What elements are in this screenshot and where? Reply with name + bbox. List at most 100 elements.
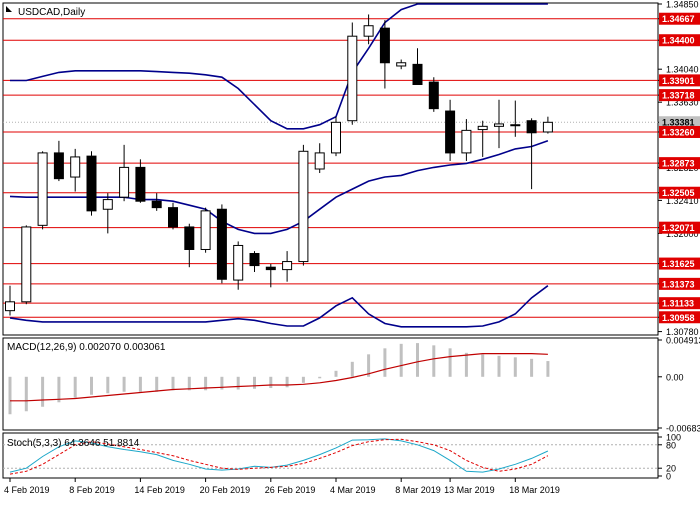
stoch-signal-line — [9, 438, 549, 475]
time-tick-label: 20 Feb 2019 — [200, 485, 251, 495]
macd-histogram-bar — [497, 355, 501, 377]
candle-body-bear — [249, 253, 260, 267]
stoch-tick-label: 100 — [666, 433, 681, 443]
price-tags: 1.34667 1.34400 1.33901 1.33718 1.333811.332… — [659, 12, 700, 324]
candle-body-bull — [70, 156, 81, 178]
level-price-tag — [659, 277, 700, 290]
candle-body-bear — [135, 166, 146, 202]
macd-histogram-bar — [90, 376, 93, 395]
macd-histogram-bar — [530, 358, 534, 377]
candle-body-bear — [168, 207, 178, 228]
candle-body-bull — [363, 25, 374, 37]
price-panel-frame — [2, 2, 659, 336]
time-tick-label: 8 Feb 2019 — [69, 485, 115, 495]
level-price-tag — [659, 125, 700, 138]
time-tick-label: 18 Mar 2019 — [509, 485, 560, 495]
macd-histogram-bar — [464, 352, 468, 377]
macd-histogram-bar — [24, 376, 28, 412]
candle-body-bull — [314, 152, 325, 170]
candle-body-bull — [396, 62, 407, 67]
price-tick-label: 1.34850 — [666, 0, 699, 10]
macd-histogram-bar — [416, 343, 419, 377]
candle-body-bear — [216, 208, 227, 280]
price-tag-label: 1.33901 — [662, 76, 695, 86]
price-tag-label: 1.31133 — [662, 299, 694, 309]
level-price-tag — [659, 157, 700, 170]
macd-histogram-bar — [383, 348, 387, 377]
price-tick-label: 1.32410 — [666, 196, 699, 206]
macd-histogram-bar — [269, 376, 273, 389]
macd-histogram-bar — [350, 361, 354, 377]
macd-histogram-bar — [334, 370, 338, 377]
macd-histogram-bar — [285, 376, 289, 388]
candle-body-bear — [53, 152, 64, 180]
price-tag-label: 1.34667 — [662, 14, 695, 24]
macd-tick-label: -0.006836 — [666, 424, 700, 434]
macd-indicator — [8, 343, 550, 415]
bollinger-upper-line — [10, 3, 548, 130]
candle-body-bull — [510, 124, 521, 127]
stoch-main-line — [9, 438, 549, 473]
price-tick-label: 1.33630 — [666, 98, 699, 108]
macd-histogram-bar — [301, 376, 305, 383]
candle-body-bull — [102, 199, 113, 210]
macd-histogram-bar — [171, 376, 175, 391]
macd-signal-line — [10, 353, 548, 402]
time-axis: 4 Feb 2019 8 Feb 2019 14 Feb 2019 20 Feb 20… — [4, 478, 560, 495]
candle-body-bull — [21, 226, 32, 303]
macd-histogram-bar — [138, 376, 142, 392]
level-price-tag — [659, 311, 700, 324]
candle-body-bear — [445, 110, 456, 154]
level-price-tag — [659, 12, 700, 25]
price-tag-label: 1.32071 — [662, 223, 695, 233]
level-price-tag — [659, 74, 700, 87]
chart-title-icon — [6, 6, 12, 12]
candle-body-bull — [347, 35, 358, 122]
macd-histogram-bar — [513, 357, 517, 377]
macd-histogram-bar — [57, 376, 61, 403]
macd-tick-label: 0.00 — [666, 372, 684, 382]
candle-body-bear — [526, 120, 537, 134]
candle-body-bull — [200, 210, 211, 250]
price-tag-label: 1.32873 — [662, 159, 695, 169]
candle-body-bear — [412, 63, 423, 85]
candle-body-bear — [151, 200, 162, 209]
candle-body-bull — [5, 301, 15, 312]
macd-histogram-bar — [204, 376, 208, 391]
candle-body-bull — [494, 123, 504, 127]
price-tag-label: 1.33381 — [662, 118, 695, 128]
bollinger-lower-line — [9, 285, 549, 328]
time-tick-label: 4 Mar 2019 — [330, 485, 376, 495]
macd-histogram-bar — [399, 343, 403, 377]
level-price-tag — [659, 257, 700, 270]
macd-histogram-bar — [448, 348, 452, 377]
candle-body-bull — [37, 152, 48, 226]
candles — [5, 14, 553, 316]
time-tick-label: 8 Mar 2019 — [395, 485, 441, 495]
macd-histogram-bar — [73, 376, 77, 398]
candle-body-bull — [298, 150, 309, 263]
macd-axis: 0.004913 0.00 -0.006836 — [658, 336, 700, 434]
macd-histogram-bar — [236, 376, 240, 390]
macd-histogram-bar — [432, 345, 436, 377]
macd-tick-label: 0.004913 — [666, 336, 700, 346]
price-tag-label: 1.33718 — [662, 91, 695, 101]
candle-body-bull — [119, 166, 130, 198]
candle-body-bull — [282, 261, 293, 271]
stoch-label: Stoch(5,3,3) 64.3646 51.8814 — [7, 438, 140, 449]
bollinger-middle-line — [9, 140, 549, 235]
macd-histogram-bar — [220, 376, 224, 390]
level-price-tag — [659, 221, 700, 234]
macd-histogram-bar — [122, 376, 126, 392]
price-tag-label: 1.31625 — [662, 259, 695, 269]
price-tick-label: 1.34040 — [666, 65, 699, 75]
level-price-tag — [659, 186, 700, 199]
macd-histogram-bar — [106, 376, 110, 394]
time-tick-label: 14 Feb 2019 — [134, 485, 185, 495]
price-tick-label: 1.32000 — [666, 229, 699, 239]
level-price-tag — [659, 89, 700, 102]
stoch-tick-label: 0 — [666, 472, 671, 482]
level-price-tag — [659, 297, 700, 310]
candle-body-bull — [233, 244, 244, 281]
